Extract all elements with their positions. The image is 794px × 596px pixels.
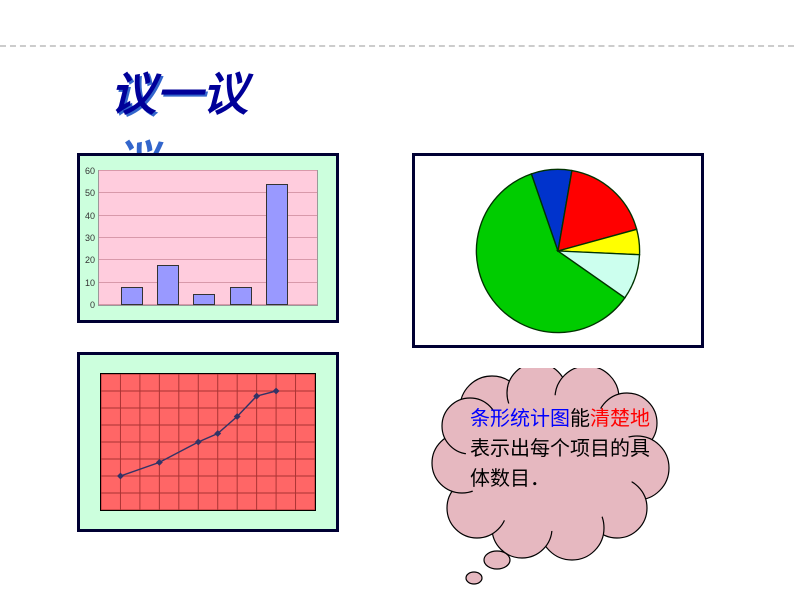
- pie-chart-svg: [473, 166, 643, 336]
- title-main: 议一议: [110, 69, 248, 120]
- thought-cloud: 条形统计图能清楚地表示出每个项目的具 体数目．: [422, 368, 682, 568]
- bar-4: [266, 184, 288, 305]
- top-divider: [0, 45, 794, 47]
- pie-chart-panel: [412, 153, 704, 348]
- bar-chart-plot: 0102030405060: [98, 170, 318, 306]
- bar-1: [157, 265, 179, 305]
- line-chart-panel: [77, 352, 339, 532]
- bar-chart-panel: 0102030405060: [77, 153, 339, 323]
- bar-0: [121, 287, 143, 305]
- cloud-text: 条形统计图能清楚地表示出每个项目的具 体数目．: [470, 404, 650, 494]
- bar-3: [230, 287, 252, 305]
- line-chart-svg: [101, 374, 315, 510]
- bar-2: [193, 294, 215, 305]
- line-chart-plot: [100, 373, 316, 511]
- page-title: 议一议 议一议: [110, 58, 248, 124]
